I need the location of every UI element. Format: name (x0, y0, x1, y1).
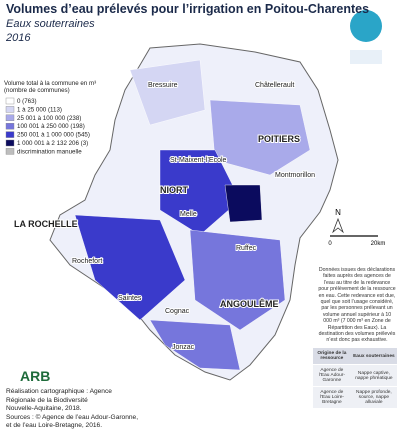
city-label: Melle (180, 211, 197, 218)
logo-adour (350, 50, 382, 64)
legend-title: Volume total à la commune en m³ (nombre … (4, 80, 97, 94)
credit-line: Sources : © Agence de l’eau Adour-Garonn… (6, 413, 139, 421)
note: Données issues des déclarations faites a… (318, 267, 396, 344)
table-cell: Nappe captive, nappe phréatique (350, 364, 397, 387)
legend: 0 (763)1 à 25 000 (113) 25 001 à 100 000 … (5, 97, 90, 155)
legend-label: 25 001 à 100 000 (238) (17, 115, 81, 122)
patch (149, 319, 241, 371)
table-cell: Origine de la ressource (313, 348, 351, 365)
legend-label: 1 000 001 à 2 132 206 (3) (17, 140, 88, 147)
logo-arb: ARB (20, 368, 50, 384)
legend-label: 1 à 25 000 (113) (17, 106, 62, 113)
legend-swatch (5, 114, 15, 122)
patch (189, 229, 286, 331)
legend-box (2, 78, 102, 160)
credit-line: Réalisation cartographique : Agence (6, 388, 112, 395)
source-table: Origine de la ressource Eaux souterraines… (313, 348, 397, 409)
city-label: NIORT (160, 185, 189, 195)
scale-label: 20km (371, 241, 386, 247)
credit-line: Nouvelle-Aquitaine, 2018. (6, 405, 82, 413)
city-label: Châtellerault (255, 82, 294, 89)
city-label: Ruffec (236, 245, 257, 252)
commune-patches (74, 59, 311, 371)
legend-swatch (5, 139, 15, 147)
city-label: Saintes (118, 295, 142, 302)
patch (74, 214, 186, 321)
legend-label: discrimination manuelle (17, 148, 82, 155)
logo-agence (350, 10, 382, 42)
city-label: ANGOULÊME (220, 298, 279, 309)
table-cell: Nappe profonde, source, nappe alluviale (350, 386, 397, 409)
city-label: Bressuire (148, 82, 178, 89)
patch (129, 59, 206, 126)
scale: N 0 20km (328, 208, 385, 247)
legend-label: 250 001 à 1 000 000 (545) (17, 132, 90, 139)
patch (224, 184, 263, 223)
legend-label: 0 (763) (17, 98, 37, 105)
north-symbol (332, 217, 344, 234)
legend-swatch (5, 148, 15, 155)
scale-label: 0 (328, 241, 332, 247)
city-label: Jonzac (172, 344, 195, 351)
city-label: Montmorillon (275, 172, 315, 179)
city-label: POITIERS (258, 134, 300, 144)
year: 2016 (6, 32, 31, 44)
city-label: Cognac (165, 308, 190, 315)
legend-swatch (5, 122, 15, 130)
credits: Réalisation cartographique : Agence Régio… (6, 388, 138, 431)
credit-line: Régionale de la Biodiversité (6, 396, 88, 404)
city-label: Rochefort (72, 258, 102, 265)
credit-line: et de l’eau Loire-Bretagne, 2016. (6, 422, 103, 430)
legend-label: 100 001 à 250 000 (198) (17, 123, 85, 130)
table-row: Agence de l’Eau Adour-Garonne Nappe capti… (313, 364, 397, 387)
table-cell: Agence de l’Eau Adour-Garonne (313, 364, 351, 387)
north-arrow: N (335, 208, 341, 217)
table-row: Agence de l’Eau Loire-Bretagne Nappe prof… (313, 386, 397, 409)
table-cell: Eaux souterraines (350, 348, 397, 365)
city-label: St-Maixent-l’Ecole (170, 157, 227, 164)
title: Volumes d’eau prélevés pour l’irrigation… (6, 2, 370, 16)
legend-swatch (5, 97, 15, 105)
patch (159, 149, 241, 236)
legend-swatch (5, 106, 15, 113)
legend-swatch (5, 131, 15, 138)
city-label: LA ROCHELLE (14, 219, 78, 229)
city-labels: Bressuire Châtellerault POITIERS St-Maix… (13, 81, 316, 352)
subtitle: Eaux souterraines (6, 18, 95, 30)
table-cell: Agence de l’Eau Loire-Bretagne (313, 386, 351, 409)
table-row: Origine de la ressource Eaux souterraines (313, 348, 397, 365)
